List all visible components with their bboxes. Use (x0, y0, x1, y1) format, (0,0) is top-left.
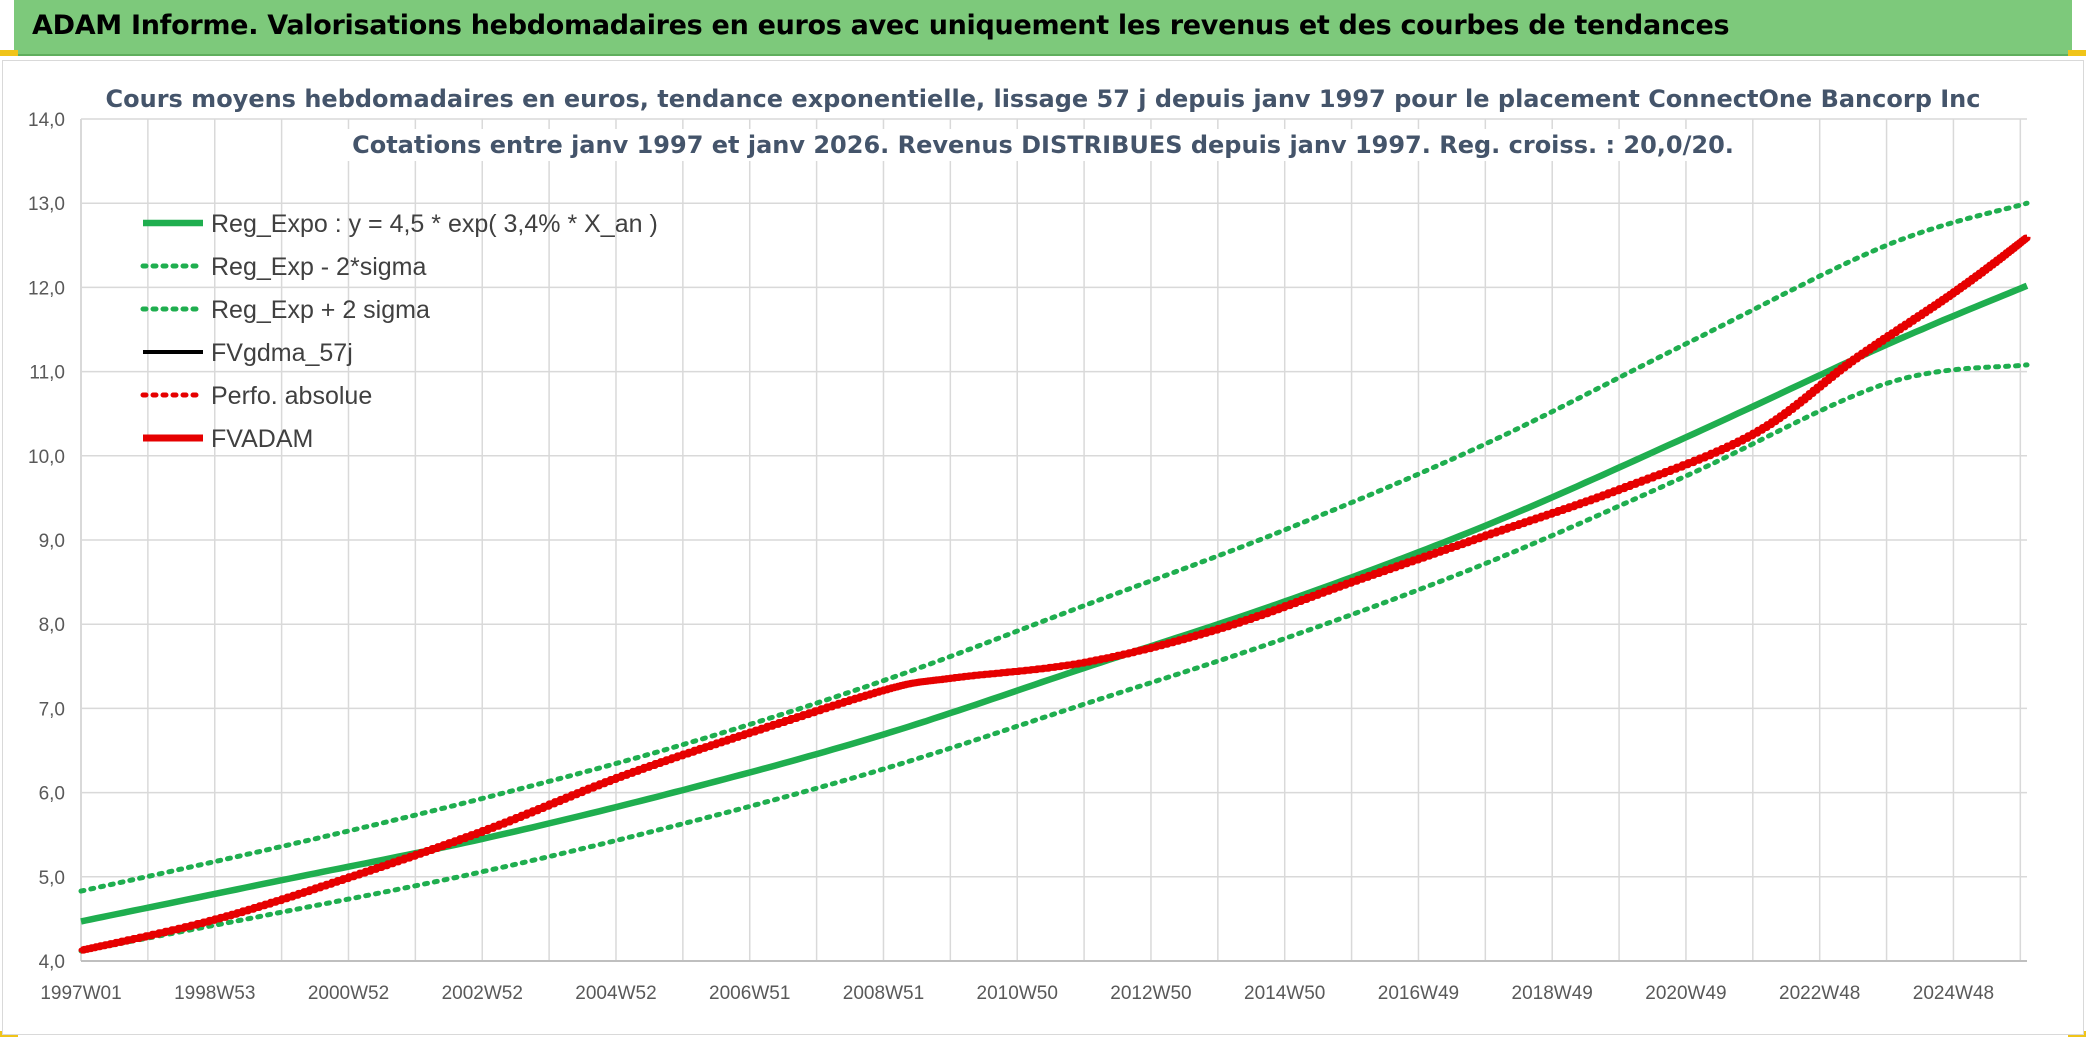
chart-title: Cours moyens hebdomadaires en euros, ten… (99, 83, 1987, 161)
y-tick-label: 4,0 (39, 952, 65, 973)
x-tick-label: 2002W52 (442, 983, 523, 1004)
chart-title-backdrop (346, 129, 1740, 161)
y-tick-label: 6,0 (39, 784, 65, 805)
x-tick-label: 1997W01 (40, 983, 121, 1004)
series-line-6 (80, 234, 2031, 954)
report-header: ADAM Informe. Valorisations hebdomadaire… (14, 0, 2072, 56)
corner-mark (2068, 50, 2086, 56)
report-title: ADAM Informe. Valorisations hebdomadaire… (32, 10, 1730, 41)
line-chart: Cours moyens hebdomadaires en euros, ten… (28, 83, 2031, 1004)
chart-area: Cours moyens hebdomadaires en euros, ten… (2, 60, 2084, 1035)
y-tick-label: 13,0 (28, 194, 65, 215)
x-tick-label: 2008W51 (843, 983, 924, 1004)
x-tick-label: 2006W51 (709, 983, 790, 1004)
series-line-5 (78, 234, 2030, 953)
x-tick-label: 2012W50 (1110, 983, 1191, 1004)
series-line-3 (78, 200, 2030, 894)
chart-title-line: Cours moyens hebdomadaires en euros, ten… (106, 85, 1981, 113)
legend-entry: Reg_Exp - 2*sigma (211, 253, 426, 281)
legend-entry: FVADAM (211, 425, 313, 453)
x-tick-label: 2024W48 (1913, 983, 1994, 1004)
grid (80, 118, 2027, 962)
legend: Reg_Expo : y = 4,5 * exp( 3,4% * X_an ) R… (140, 210, 658, 453)
x-tick-label: 2016W49 (1378, 983, 1459, 1004)
series-line-2 (78, 362, 2030, 954)
y-tick-label: 9,0 (39, 531, 65, 552)
y-tick-label: 5,0 (39, 868, 65, 889)
x-tick-label: 2018W49 (1512, 983, 1593, 1004)
x-tick-label: 2020W49 (1645, 983, 1726, 1004)
y-tick-label: 8,0 (39, 615, 65, 636)
corner-mark (0, 50, 18, 56)
series-lines (78, 200, 2031, 954)
chart-title-backdrop (99, 83, 1987, 115)
series-line-4 (81, 236, 2029, 953)
axis-ticks: 4,0 5,0 6,0 7,0 8,0 9,0 10,0 11,0 12,0 13,0 14,0 19… (28, 110, 1994, 1004)
y-tick-label: 12,0 (28, 278, 65, 299)
x-tick-label: 2014W50 (1244, 983, 1325, 1004)
x-tick-label: 1998W53 (174, 983, 255, 1004)
legend-entry: Reg_Expo : y = 4,5 * exp( 3,4% * X_an ) (211, 210, 658, 238)
x-tick-label: 2000W52 (308, 983, 389, 1004)
legend-entry: FVgdma_57j (211, 339, 353, 367)
x-tick-label: 2022W48 (1779, 983, 1860, 1004)
y-tick-label: 7,0 (39, 699, 65, 720)
y-tick-label: 10,0 (28, 447, 65, 468)
legend-entry: Reg_Exp + 2 sigma (211, 296, 430, 324)
y-tick-label: 11,0 (29, 363, 65, 384)
legend-entry: Perfo. absolue (211, 382, 372, 410)
x-tick-label: 2010W50 (977, 983, 1058, 1004)
chart-title-line: Cotations entre janv 1997 et janv 2026. … (352, 131, 1734, 159)
x-tick-label: 2004W52 (575, 983, 656, 1004)
y-tick-label: 14,0 (28, 110, 65, 131)
